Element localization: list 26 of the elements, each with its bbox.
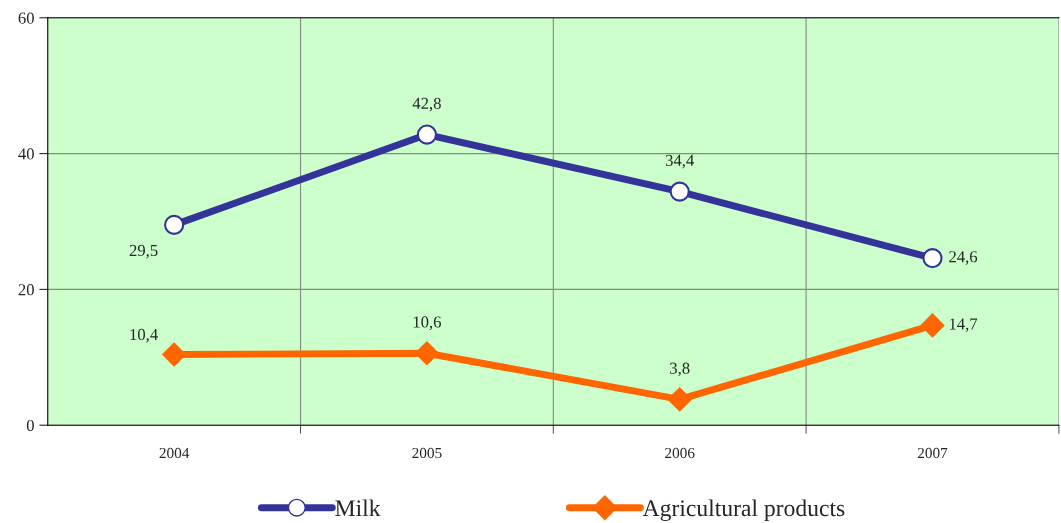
y-tick-label: 40 (18, 148, 34, 160)
data-label: 10,4 (130, 328, 158, 343)
x-tick-label: 2007 (917, 447, 948, 459)
x-tick-label: 2006 (665, 447, 695, 459)
legend-label: Agricultural products (642, 499, 845, 522)
data-label: 42,8 (412, 97, 441, 112)
x-tick-label: 2005 (412, 447, 442, 459)
y-tick-label: 20 (18, 284, 34, 296)
y-tick-label: 0 (26, 419, 34, 432)
data-label: 29,5 (129, 244, 158, 259)
y-tick-label: 60 (18, 12, 34, 24)
data-label: 10,6 (413, 316, 442, 331)
data-label: 34,4 (665, 154, 695, 169)
point (920, 313, 945, 338)
x-tick-label: 2004 (159, 447, 190, 459)
point (922, 248, 943, 269)
point (667, 387, 692, 412)
legend-label: Milk (335, 499, 381, 516)
point (669, 181, 690, 202)
data-label: 14,7 (949, 318, 978, 332)
data-label: 3,8 (670, 362, 690, 377)
point (164, 214, 185, 235)
point (415, 341, 439, 366)
point (162, 342, 186, 367)
data-label: 24,6 (949, 251, 978, 265)
point (416, 124, 437, 145)
